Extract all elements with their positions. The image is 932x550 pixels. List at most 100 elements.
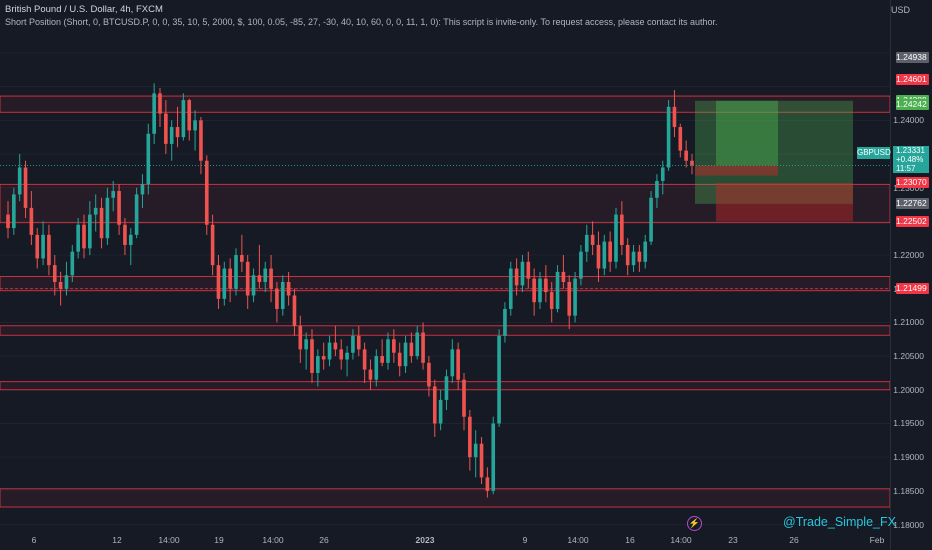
candle-body <box>134 194 139 235</box>
candle-body <box>514 268 519 286</box>
candle-body <box>678 127 683 151</box>
price-tag: 1.24601 <box>896 74 929 86</box>
candle-body <box>421 332 425 363</box>
time-tick-label: Feb <box>869 535 885 545</box>
candle-body <box>450 349 455 377</box>
sr-zone <box>0 488 891 508</box>
candle-body <box>175 127 180 138</box>
price-tag: 1.24938 <box>896 51 929 63</box>
candle-body <box>608 241 612 262</box>
candle-body <box>549 292 554 309</box>
candle-body <box>596 244 601 269</box>
candle-body <box>643 241 648 262</box>
candle-body <box>286 282 291 296</box>
candle-body <box>468 416 472 458</box>
candle-body <box>438 399 443 424</box>
candle-body <box>520 261 525 286</box>
flash-icon[interactable]: ⚡ <box>687 516 702 531</box>
candle-body <box>35 234 40 259</box>
candle-body <box>298 325 303 350</box>
candle-body <box>456 349 460 380</box>
price-tick-label: 1.20000 <box>893 384 924 395</box>
time-tick-label: 23 <box>728 535 738 545</box>
short-position-tool[interactable] <box>695 100 853 222</box>
candle-body <box>304 339 308 350</box>
candle-body <box>660 167 665 181</box>
candle-body <box>152 93 156 134</box>
candle-body <box>240 255 244 262</box>
candle-body <box>123 224 127 245</box>
candle-body <box>263 268 268 282</box>
time-tick-label: 19 <box>214 535 224 545</box>
live-change: +0.48% <box>896 155 924 164</box>
price-tick-label: 1.19500 <box>893 418 924 429</box>
candle-body <box>555 271 560 309</box>
price-tick-label: 1.18000 <box>893 519 924 530</box>
sr-zone <box>0 325 891 336</box>
candle-body <box>257 275 262 282</box>
price-tick-label: 1.19000 <box>893 452 924 463</box>
candle-body <box>58 282 63 289</box>
candle-body <box>631 251 636 266</box>
candle-body <box>362 349 367 370</box>
candle-body <box>567 282 572 316</box>
candle-body <box>210 224 215 266</box>
candle-body <box>538 278 542 303</box>
candle-body <box>234 255 238 289</box>
candle-body <box>386 339 390 363</box>
candle-body <box>614 214 618 262</box>
candle-body <box>655 180 659 198</box>
candle-body <box>356 335 361 350</box>
candle-body <box>169 127 174 144</box>
candle-body <box>70 251 75 276</box>
indicator-legend[interactable]: Short Position (Short, 0, BTCUSD.P, 0, 0… <box>5 17 718 27</box>
candle-body <box>316 356 320 373</box>
candle-body <box>187 100 192 131</box>
candle-body <box>374 356 379 380</box>
candle-body <box>251 275 256 296</box>
time-tick-label: 6 <box>31 535 37 545</box>
price-tick-label: 1.18500 <box>893 485 924 496</box>
live-price: 1.23331 <box>896 146 925 155</box>
candle-body <box>111 191 116 198</box>
price-tick-label: 1.24000 <box>893 115 924 126</box>
time-tick-label: 2023 <box>415 535 435 545</box>
currency-label[interactable]: USD <box>890 5 910 15</box>
time-tick-label: 14:00 <box>670 535 692 545</box>
stop-fill <box>695 165 778 176</box>
candle-body <box>228 268 232 289</box>
candle-body <box>146 133 151 185</box>
candle-body <box>99 207 104 239</box>
candle-body <box>321 356 326 360</box>
price-tag: 1.24242 <box>896 98 929 110</box>
candle-body <box>351 335 355 353</box>
candle-body <box>310 339 314 373</box>
time-tick-label: 14:00 <box>567 535 589 545</box>
candlestick-series <box>6 83 694 498</box>
candle-body <box>269 268 273 289</box>
candle-body <box>403 342 408 367</box>
time-tick-label: 14:00 <box>158 535 180 545</box>
price-axis-divider <box>890 0 891 550</box>
candle-body <box>473 443 478 458</box>
candle-body <box>333 342 338 350</box>
candle-body <box>684 150 688 161</box>
candle-body <box>485 477 490 491</box>
candle-body <box>666 106 671 168</box>
candle-body <box>88 214 92 249</box>
candle-body <box>29 207 34 235</box>
candle-body <box>245 261 250 296</box>
candle-body <box>105 197 110 239</box>
candle-body <box>491 423 496 491</box>
candle-body <box>690 160 694 166</box>
candle-body <box>52 265 57 282</box>
candle-body <box>590 234 595 245</box>
live-price-box: 1.23331 +0.48% 11:57 <box>893 146 929 173</box>
price-tag: 1.21499 <box>896 283 929 295</box>
price-tick-label: 1.20500 <box>893 351 924 362</box>
candle-body <box>6 214 10 229</box>
candle-body <box>427 362 431 387</box>
candle-body <box>82 224 86 249</box>
candle-body <box>292 295 297 326</box>
